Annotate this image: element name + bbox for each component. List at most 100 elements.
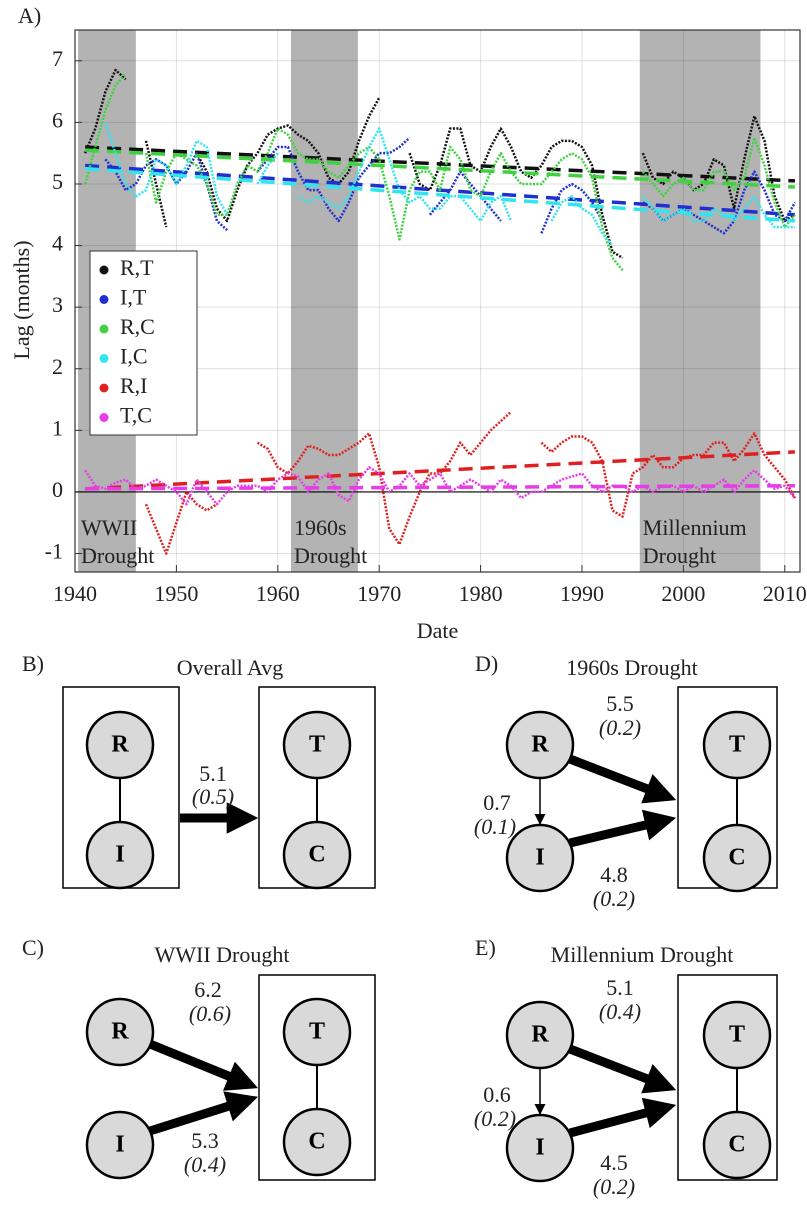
node: [85, 820, 155, 890]
node: [702, 710, 772, 780]
lag-label: 0.6: [483, 1082, 511, 1107]
node-label: R: [531, 1022, 549, 1048]
node-label: R: [531, 732, 549, 758]
node-label: I: [535, 845, 544, 871]
panel-label: B): [22, 651, 44, 676]
y-axis-label: Lag (months): [9, 240, 34, 359]
region-label: WWII: [81, 515, 137, 540]
sd-label: (0.2): [474, 1106, 516, 1131]
series-line: [83, 68, 796, 259]
lag-label: 0.7: [483, 790, 511, 815]
lag-label: 5.1: [199, 761, 227, 786]
y-tick-label: 6: [52, 107, 63, 132]
arrow: [568, 1044, 677, 1094]
x-tick-label: 1990: [560, 581, 604, 606]
legend-label: R,C: [120, 314, 155, 339]
panel-label: A): [18, 3, 41, 28]
legend-marker: [99, 413, 109, 422]
series-line: [84, 466, 796, 506]
diagram-title: WWII Drought: [154, 942, 289, 967]
x-tick-label: 1970: [357, 581, 401, 606]
diagram-d: D) 1960s Drought R I T C 5.5 (0.2) 0.7 (…: [474, 651, 778, 911]
legend-marker: [99, 265, 109, 275]
y-tick-label: 2: [52, 354, 63, 379]
series-line: [104, 121, 795, 247]
lag-label: 5.3: [191, 1128, 219, 1153]
node-label: I: [115, 842, 124, 868]
x-tick-label: 1980: [459, 581, 503, 606]
sd-label: (0.2): [599, 715, 641, 740]
x-axis-label: Date: [417, 618, 459, 643]
legend-marker: [99, 354, 109, 363]
node-label: I: [535, 1135, 544, 1161]
trend-line: [85, 166, 796, 223]
drought-band: [290, 30, 358, 572]
node-label: T: [729, 1022, 745, 1048]
sd-label: (0.1): [474, 814, 516, 839]
lag-label: 4.8: [600, 862, 628, 887]
node-label: C: [308, 1129, 325, 1155]
sd-label: (0.5): [192, 784, 234, 809]
arrow: [148, 1039, 259, 1091]
lag-label: 4.5: [600, 1150, 628, 1175]
node: [702, 1110, 772, 1180]
arrow: [568, 809, 677, 848]
x-tick-label: 2010: [763, 581, 807, 606]
panel-label: C): [22, 935, 44, 960]
legend-label: R,T: [120, 255, 154, 280]
legend-box: [89, 250, 198, 436]
group-box: [677, 974, 778, 1181]
node: [505, 710, 575, 780]
node: [282, 710, 352, 780]
sd-label: (0.4): [184, 1152, 226, 1177]
diagram-c: C) WWII Drought R I T C 6.2 (0.6) 5.3 (0…: [22, 935, 376, 1181]
y-tick-label: 5: [52, 169, 63, 194]
node: [85, 997, 155, 1067]
x-tick-label: 1940: [53, 581, 97, 606]
node-label: C: [728, 1132, 745, 1158]
lag-label: 5.5: [606, 691, 634, 716]
sd-label: (0.6): [189, 1001, 231, 1026]
diagram-title: 1960s Drought: [566, 655, 697, 680]
node: [282, 997, 352, 1067]
region-label: Drought: [643, 543, 716, 568]
chart-a: -1 0 1 2 3 4 5 6 7 1940 1950 1960 1970 1980 1990 2000 20…: [9, 3, 807, 643]
diagram-e: E) Millennium Drought R I T C 5.1 (0.4) …: [474, 935, 778, 1199]
diagram-title: Overall Avg: [177, 655, 284, 680]
y-tick-label: 0: [52, 477, 63, 502]
node: [85, 1110, 155, 1180]
y-tick-label: 1: [52, 415, 63, 440]
sd-label: (0.2): [593, 886, 635, 911]
panel-label: D): [475, 651, 498, 676]
y-tick-label: -1: [45, 539, 63, 564]
legend-marker: [99, 295, 109, 304]
legend-marker: [99, 324, 109, 334]
legend-label: I,T: [120, 285, 147, 310]
legend-label: I,C: [120, 344, 148, 369]
series-line: [83, 72, 796, 271]
node-label: I: [115, 1132, 124, 1158]
legend-label: R,I: [120, 373, 148, 398]
node-label: T: [729, 732, 745, 758]
region-label: Drought: [81, 543, 154, 568]
node-label: R: [111, 732, 129, 758]
node: [702, 823, 772, 893]
node: [702, 1000, 772, 1070]
node: [505, 1000, 575, 1070]
trend-line: [85, 148, 796, 189]
legend-marker: [99, 383, 109, 393]
node-label: R: [111, 1019, 129, 1045]
sd-label: (0.4): [599, 999, 641, 1024]
drought-band: [639, 30, 761, 572]
node: [505, 1113, 575, 1183]
series-line: [144, 410, 797, 555]
node-label: T: [309, 732, 325, 758]
lag-label: 6.2: [194, 977, 222, 1002]
x-tick-label: 1950: [154, 581, 198, 606]
node: [282, 1107, 352, 1177]
region-label: Drought: [294, 543, 367, 568]
region-label: 1960s: [294, 515, 347, 540]
arrow: [568, 754, 677, 804]
arrow: [148, 1091, 259, 1136]
